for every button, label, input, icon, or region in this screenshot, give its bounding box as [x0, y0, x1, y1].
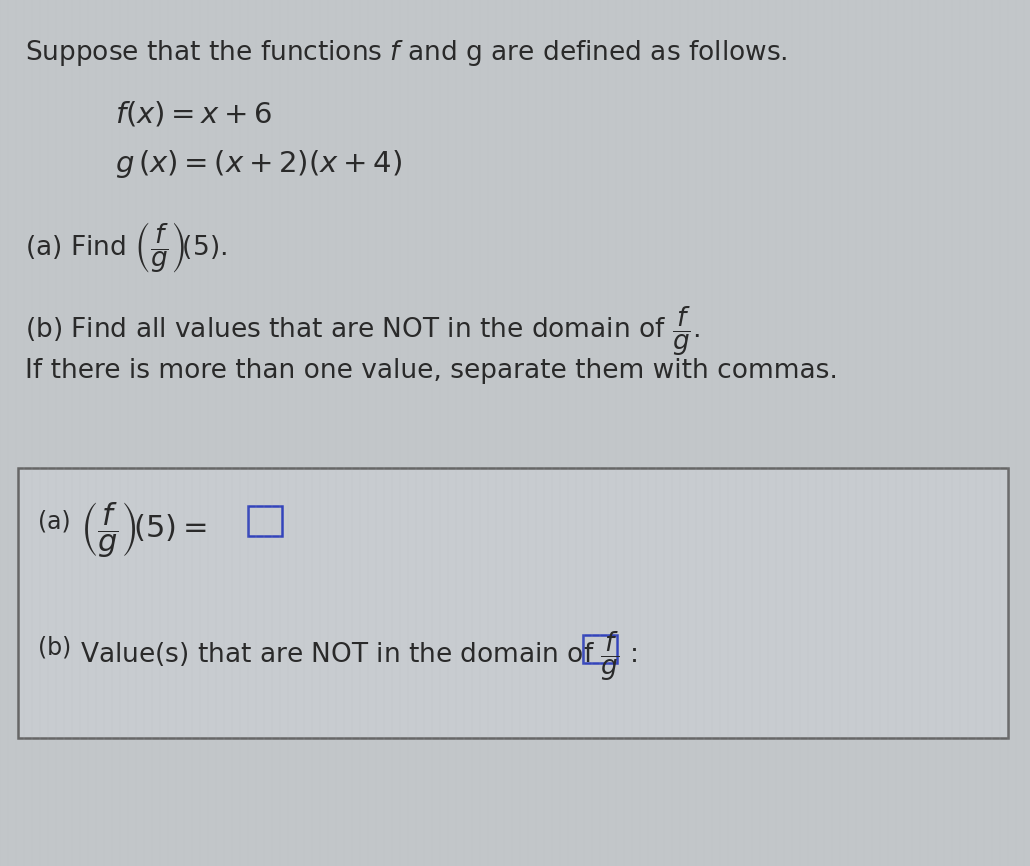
- Text: $g\,(x)=(x+2)(x+4)$: $g\,(x)=(x+2)(x+4)$: [115, 148, 402, 180]
- FancyBboxPatch shape: [583, 635, 617, 663]
- FancyBboxPatch shape: [248, 506, 282, 536]
- Text: Value(s) that are NOT in the domain of $\dfrac{f}{g}$ :: Value(s) that are NOT in the domain of $…: [80, 630, 638, 683]
- Text: (b): (b): [38, 635, 71, 659]
- Text: (a) Find $\left(\dfrac{f}{g}\right)\!(5).$: (a) Find $\left(\dfrac{f}{g}\right)\!(5)…: [25, 220, 227, 275]
- FancyBboxPatch shape: [18, 468, 1008, 738]
- Text: (b) Find all values that are NOT in the domain of $\dfrac{f}{g}$.: (b) Find all values that are NOT in the …: [25, 305, 699, 359]
- Text: Suppose that the functions $f$ and g are defined as follows.: Suppose that the functions $f$ and g are…: [25, 38, 787, 68]
- Text: (a): (a): [38, 510, 71, 534]
- Text: If there is more than one value, separate them with commas.: If there is more than one value, separat…: [25, 358, 837, 384]
- Text: $\left(\dfrac{f}{g}\right)\!(5) =$: $\left(\dfrac{f}{g}\right)\!(5) =$: [80, 500, 207, 559]
- Text: $f(x)=x+6$: $f(x)=x+6$: [115, 100, 273, 129]
